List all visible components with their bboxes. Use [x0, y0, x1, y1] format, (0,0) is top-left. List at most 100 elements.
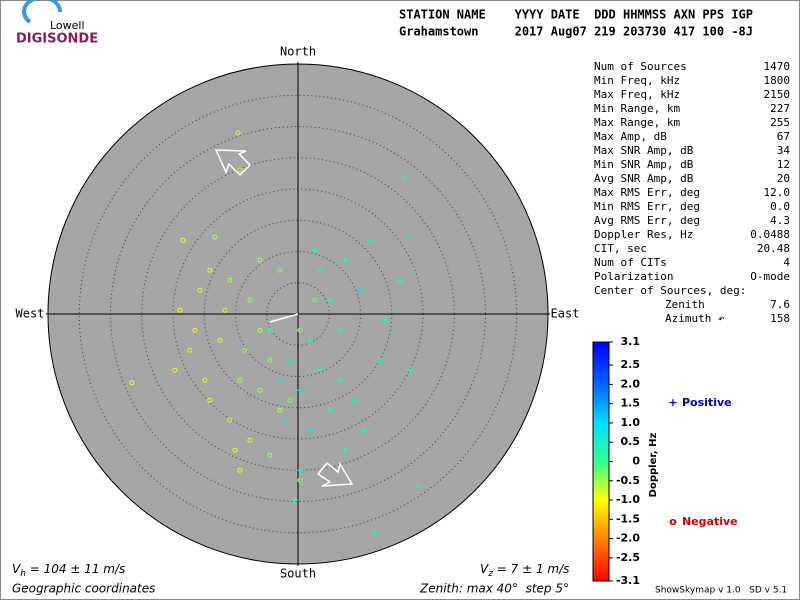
stat-label: Min Freq, kHz: [594, 74, 680, 87]
stat-value: 34: [777, 144, 791, 157]
negative-point: [222, 307, 228, 313]
negative-point: [257, 327, 263, 333]
positive-point: [316, 267, 323, 274]
stat-label: Max SNR Amp, dB: [594, 144, 694, 157]
legend-label: Positive: [682, 396, 732, 409]
negative-point: [277, 267, 283, 273]
negative-point: [180, 237, 186, 243]
zenith-note: Zenith: max 40° step 5°: [419, 582, 569, 596]
colorbar-tick-label: -1.5: [616, 512, 640, 525]
positive-point: [281, 417, 288, 424]
center-label: Azimuth ↶: [665, 312, 725, 325]
velocity-vh: Vh = 104 ± 11 m/s: [12, 562, 125, 579]
stat-value: 12.0: [764, 186, 791, 199]
negative-point: [187, 347, 193, 353]
velocity-part: V: [480, 562, 489, 576]
negative-point: [237, 377, 243, 383]
negative-point: [277, 407, 283, 413]
negative-point: [212, 234, 218, 240]
stat-value: 227: [770, 102, 790, 115]
stat-label: Doppler Res, Hz: [594, 228, 693, 241]
west-label: West: [16, 307, 45, 321]
positive-point: [306, 337, 313, 344]
negative-point: [257, 387, 263, 393]
negative-point: [192, 327, 198, 333]
negative-point: [197, 287, 203, 293]
stat-value: O-mode: [750, 270, 790, 283]
center-title: Center of Sources, deg:: [594, 284, 746, 297]
velocity-part: z: [487, 569, 493, 579]
colorbar-title: Doppler, Hz: [648, 433, 659, 498]
positive-point: [286, 357, 293, 364]
positive-point: [276, 377, 283, 384]
negative-point: [227, 417, 233, 423]
stat-label: CIT, sec: [594, 242, 647, 255]
stat-value: 1470: [764, 60, 791, 73]
positive-point: [306, 427, 313, 434]
legend-marker: +: [668, 396, 677, 409]
positive-point: [415, 482, 421, 489]
positive-point: [341, 447, 348, 454]
logo-top: Lowell: [50, 19, 85, 32]
positive-point: [316, 366, 323, 372]
stat-value: 0.0488: [750, 228, 790, 241]
negative-point: [297, 477, 303, 483]
positive-point: [311, 247, 318, 254]
negative-point: [257, 257, 263, 263]
center-vector: [269, 313, 299, 323]
version: ShowSkymap v 1.0 SD v 5.1: [655, 586, 787, 596]
stat-value: 4.3: [770, 214, 790, 227]
negative-point: [267, 357, 273, 363]
south-label: South: [280, 567, 316, 581]
negative-point: [297, 327, 303, 333]
center-value: 158: [770, 312, 790, 325]
stat-value: 255: [770, 116, 790, 129]
positive-point: [296, 387, 303, 394]
velocity-part: h: [20, 569, 26, 579]
stat-label: Num of CITs: [594, 256, 667, 269]
negative-point: [235, 130, 241, 136]
colorbar-tick-label: -3.1: [616, 574, 640, 587]
logo-main: DIGISONDE: [16, 32, 98, 47]
negative-point: [247, 437, 253, 443]
stat-value: 12: [777, 158, 790, 171]
stat-label: Min Range, km: [594, 102, 680, 115]
negative-point: [237, 467, 243, 473]
colorbar-tick-label: -0.5: [616, 474, 640, 487]
positive-point: [405, 234, 411, 241]
stat-label: Max RMS Err, deg: [594, 186, 700, 199]
stat-value: 0.0: [770, 200, 790, 213]
positive-point: [336, 327, 343, 334]
colorbar-tick-label: 2.5: [621, 358, 641, 371]
negative-point: [237, 167, 243, 173]
colorbar-tick-label: -2.0: [616, 532, 640, 545]
stat-value: 4: [783, 256, 790, 269]
stat-label: Max Freq, kHz: [594, 88, 680, 101]
stat-label: Min RMS Err, deg: [594, 200, 700, 213]
negative-point: [172, 367, 178, 373]
arrow-nw: [214, 149, 252, 177]
stat-value: 1800: [764, 74, 791, 87]
negative-point: [242, 347, 248, 353]
negative-point: [207, 267, 213, 273]
stat-label: Avg SNR Amp, dB: [594, 172, 694, 185]
colorbar-tick-label: 2.0: [621, 377, 641, 390]
logo-swoosh: [22, 0, 63, 24]
negative-point: [267, 452, 273, 458]
positive-point: [371, 529, 378, 536]
positive-point: [291, 497, 298, 504]
velocity-part: = 7 ± 1 m/s: [493, 562, 569, 576]
center-label: Zenith: [665, 298, 705, 311]
stat-label: Max Amp, dB: [594, 130, 667, 143]
positive-point: [356, 287, 363, 294]
velocity-part: = 104 ± 11 m/s: [26, 562, 125, 576]
colorbar-tick-label: 0: [632, 455, 640, 468]
negative-point: [207, 397, 213, 403]
positive-point: [366, 237, 373, 244]
positive-point: [376, 357, 383, 364]
positive-point: [266, 327, 273, 334]
negative-point: [232, 447, 238, 453]
header-labels: STATION NAME YYYY DATE DDD HHMMSS AXN PP…: [399, 8, 753, 22]
stat-label: Num of Sources: [594, 60, 687, 73]
